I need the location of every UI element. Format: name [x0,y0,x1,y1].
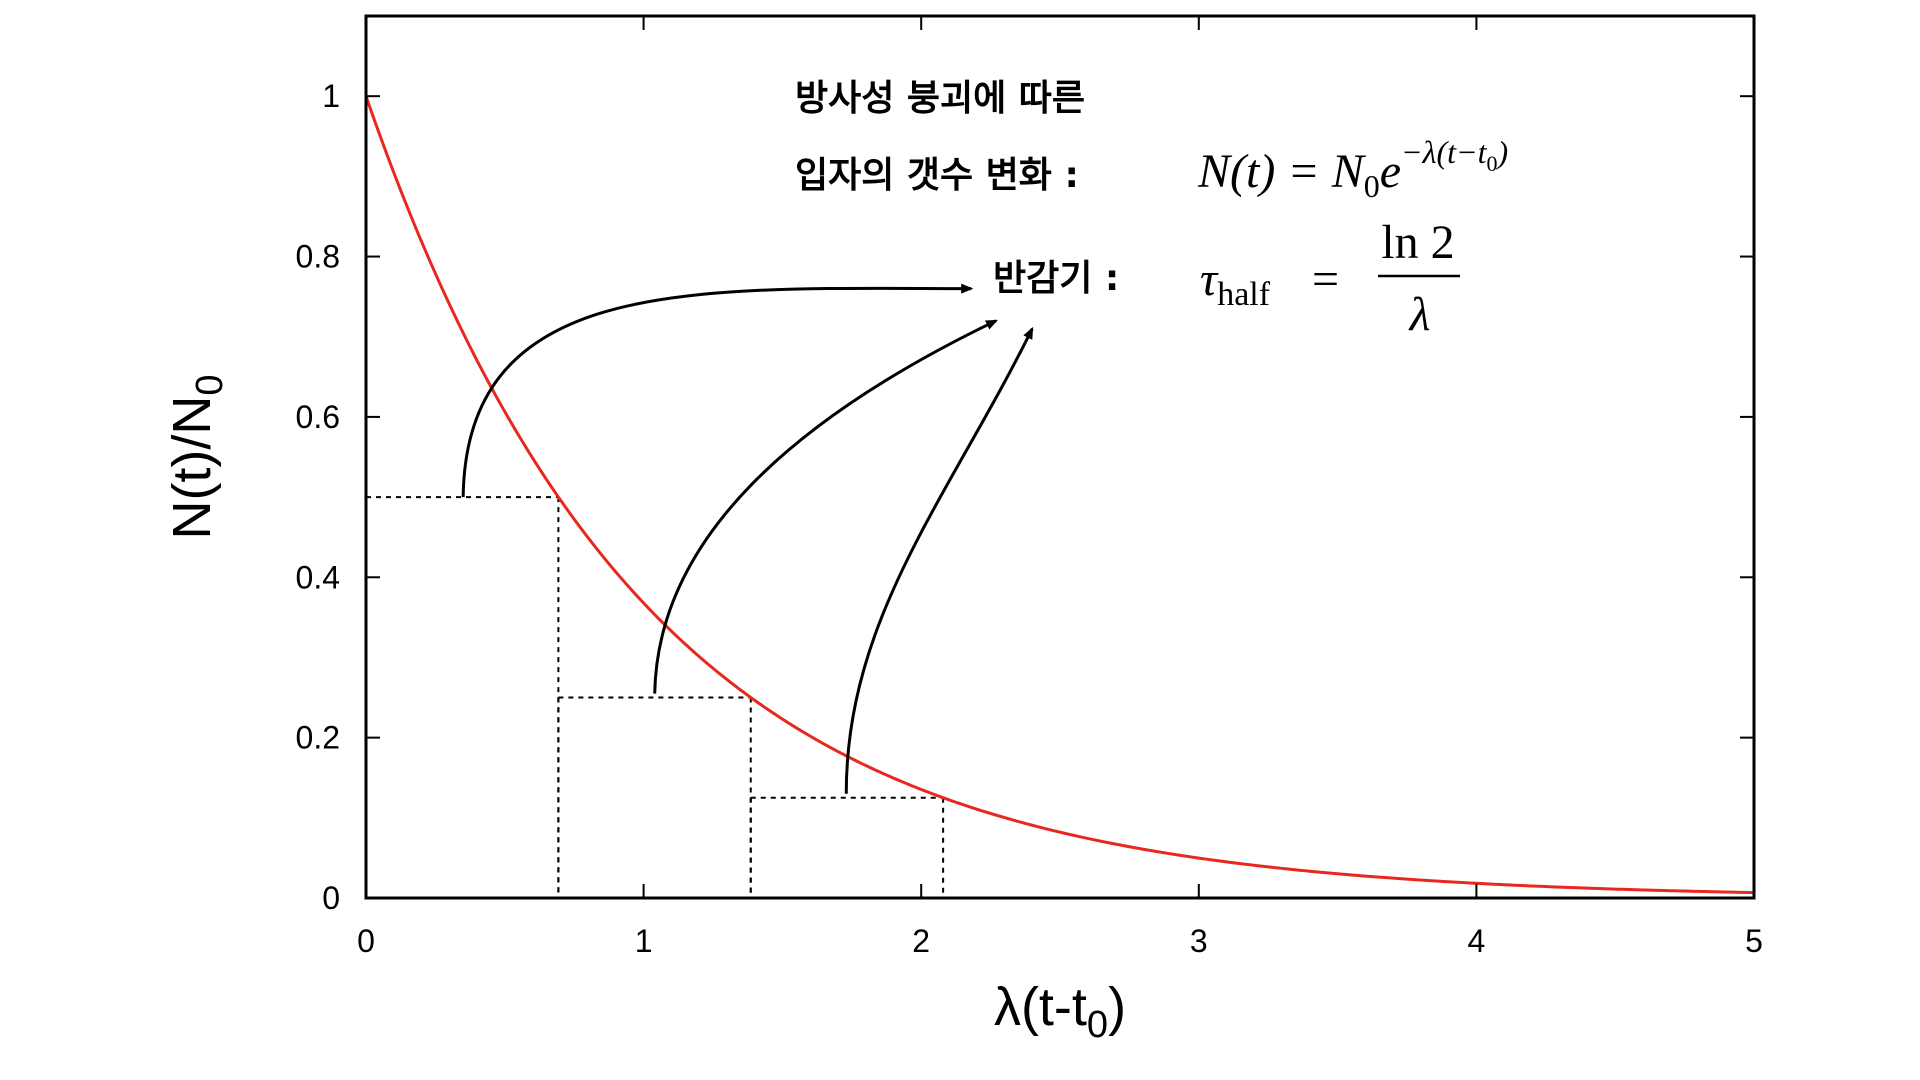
y-tick-label: 0.8 [296,239,340,275]
decay-curve [366,95,1754,895]
annotation-line3-text: 반감기 : [993,258,1119,299]
decay-curve-group [366,95,1754,895]
x-tick-label: 4 [1468,923,1486,959]
half-life-guides [366,496,945,898]
annotation-arrow [844,326,1034,794]
annotation-line1: 방사성 붕괴에 따른 [795,78,1085,119]
half-life-equals: = [1312,253,1339,306]
x-tick-label: 0 [357,923,375,959]
x-tick-label: 1 [635,923,653,959]
y-tick-label: 0.2 [296,720,340,756]
x-tick-label: 2 [912,923,930,959]
annotation-arrows [461,283,1034,794]
y-axis-title: N(t)/N0 [162,374,231,539]
decay-formula: N(t) = N0e−λ(t−t0) [1197,134,1508,204]
y-tick-label: 0.6 [296,399,340,435]
x-tick-label: 5 [1745,923,1763,959]
annotation-arrow [461,283,974,498]
half-life-denominator: λ [1408,288,1431,341]
annotation-line2-text: 입자의 갯수 변화 : [795,155,1079,196]
half-life-numerator: ln 2 [1381,216,1454,269]
plot-frame [364,14,1756,900]
axis-ticks: 0 1 2 3 4 5 0 0.2 0.4 0.6 0.8 1 [296,16,1763,959]
x-tick-label: 3 [1190,923,1208,959]
half-life-tau: τhalf [1200,253,1271,313]
y-tick-label: 0.4 [296,559,340,595]
y-tick-label: 1 [322,78,340,114]
x-axis-title: λ(t-t0) [994,977,1126,1046]
y-tick-label: 0 [322,880,340,916]
annotation-arrow [653,319,998,694]
